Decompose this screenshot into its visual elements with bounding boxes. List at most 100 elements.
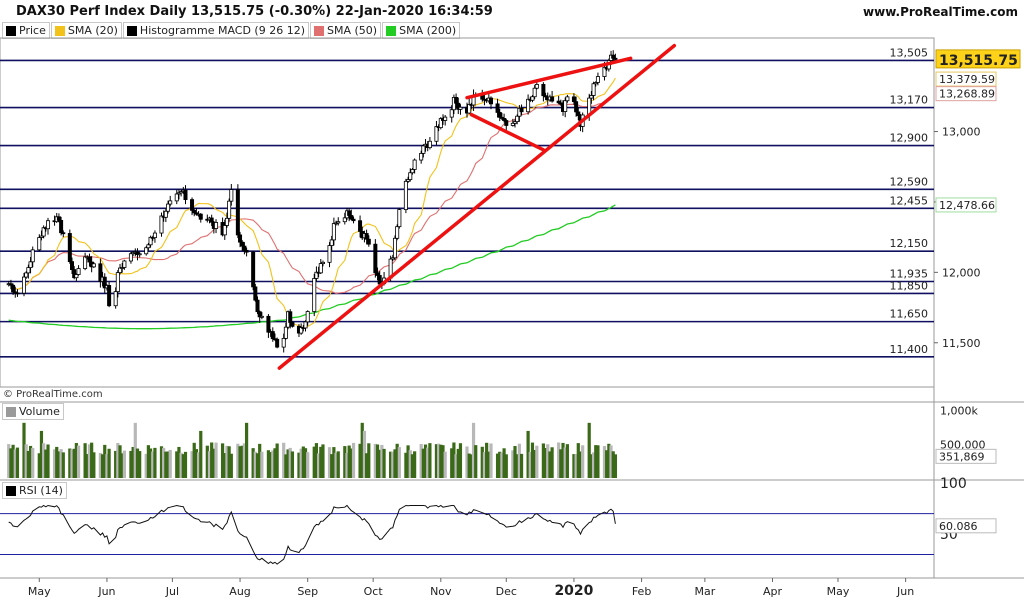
candle — [198, 213, 203, 220]
volume-bar — [297, 452, 301, 478]
volume-bar — [561, 442, 565, 478]
volume-bar — [526, 430, 530, 478]
volume-bar — [550, 447, 554, 478]
candle — [176, 192, 181, 195]
rsi-legend[interactable]: RSI (14) — [2, 482, 67, 499]
volume-swatch — [6, 406, 16, 417]
candle — [72, 269, 77, 279]
volume-bar — [61, 452, 65, 478]
volume-bar — [319, 446, 323, 478]
volume-bar — [613, 454, 617, 478]
price-tick-label: 12,000 — [942, 266, 981, 279]
candle — [28, 261, 33, 268]
volume-bar — [31, 447, 35, 478]
volume-bar — [275, 443, 279, 478]
volume-bar — [194, 449, 199, 478]
candle — [122, 260, 127, 268]
volume-bar — [37, 453, 41, 478]
volume-bar — [576, 443, 580, 478]
x-tick-label: 2020 — [554, 583, 593, 599]
volume-bar — [423, 444, 428, 478]
candle — [595, 76, 600, 83]
candle — [510, 122, 515, 126]
volume-bar — [474, 445, 478, 478]
volume-bar — [410, 454, 415, 478]
candle — [303, 321, 308, 329]
legend-macd[interactable]: Histogramme MACD (9 26 12) — [122, 22, 310, 39]
volume-bar — [480, 446, 484, 478]
candle — [148, 236, 153, 246]
volume-bar — [362, 430, 367, 478]
volume-bar — [519, 453, 524, 478]
candle — [574, 101, 579, 113]
volume-bar — [439, 444, 443, 478]
volume-bar — [404, 452, 408, 478]
volume-bar — [502, 448, 506, 478]
volume-bar — [118, 445, 122, 478]
volume-bar — [229, 453, 233, 478]
volume-bar — [107, 448, 111, 478]
level-label: 12,455 — [890, 194, 929, 207]
candle — [266, 315, 271, 333]
volume-bar — [373, 443, 377, 478]
volume-bar — [559, 449, 563, 478]
sma20-swatch — [54, 25, 65, 36]
candle — [312, 278, 317, 312]
volume-bar — [443, 451, 447, 478]
volume-bar — [602, 446, 607, 478]
volume-bar — [565, 444, 569, 478]
x-tick-label: Jun — [896, 585, 914, 598]
volume-bar — [207, 451, 212, 478]
volume-bar — [100, 454, 105, 478]
legend-sma200[interactable]: SMA (200) — [382, 22, 461, 39]
volume-bar — [153, 447, 157, 478]
volume-bar — [135, 448, 140, 478]
volume-bar — [365, 453, 369, 478]
level-label: 13,505 — [890, 46, 929, 59]
candle — [61, 232, 66, 235]
volume-bar — [223, 453, 227, 478]
volume-bar — [11, 444, 15, 478]
volume-bar — [535, 445, 539, 478]
volume-bar — [74, 443, 78, 478]
candle — [240, 241, 245, 247]
volume-bar — [543, 447, 548, 478]
candle — [403, 180, 408, 211]
level-label: 12,590 — [890, 175, 929, 188]
legend-sma20[interactable]: SMA (20) — [50, 22, 122, 39]
volume-bar — [349, 448, 353, 478]
rsi-value-tag: 60.086 — [939, 520, 978, 533]
volume-bar — [122, 450, 126, 478]
volume-bar — [83, 443, 87, 478]
volume-bar — [395, 443, 399, 478]
legend-macd-label: Histogramme MACD (9 26 12) — [139, 24, 306, 37]
volume-value-tag-box — [935, 448, 997, 464]
volume-legend[interactable]: Volume — [2, 403, 64, 420]
x-tick-label: Mar — [694, 585, 715, 598]
volume-bar — [164, 451, 168, 478]
legend-price-label: Price — [19, 24, 46, 37]
volume-bar — [133, 422, 137, 478]
candle — [159, 215, 164, 234]
trendline — [465, 56, 633, 100]
volume-bar — [360, 422, 364, 478]
candle — [495, 103, 500, 113]
candle — [327, 245, 332, 263]
rsi-value-tag-box — [935, 518, 997, 534]
candle — [602, 66, 607, 77]
volume-bar — [68, 448, 72, 478]
volume-bar — [214, 442, 218, 478]
volume-bar — [541, 443, 545, 478]
candle — [235, 189, 240, 236]
volume-bar — [314, 443, 319, 478]
volume-bar — [574, 454, 578, 478]
legend-sma50[interactable]: SMA (50) — [310, 22, 382, 39]
volume-bar — [24, 444, 28, 478]
site-link[interactable]: www.ProRealTime.com — [863, 5, 1018, 19]
candle — [283, 326, 288, 339]
legend-price[interactable]: Price — [2, 22, 50, 39]
volume-bar — [321, 444, 325, 478]
price-panel-frame — [0, 37, 935, 388]
x-tick-label: Jun — [97, 585, 115, 598]
